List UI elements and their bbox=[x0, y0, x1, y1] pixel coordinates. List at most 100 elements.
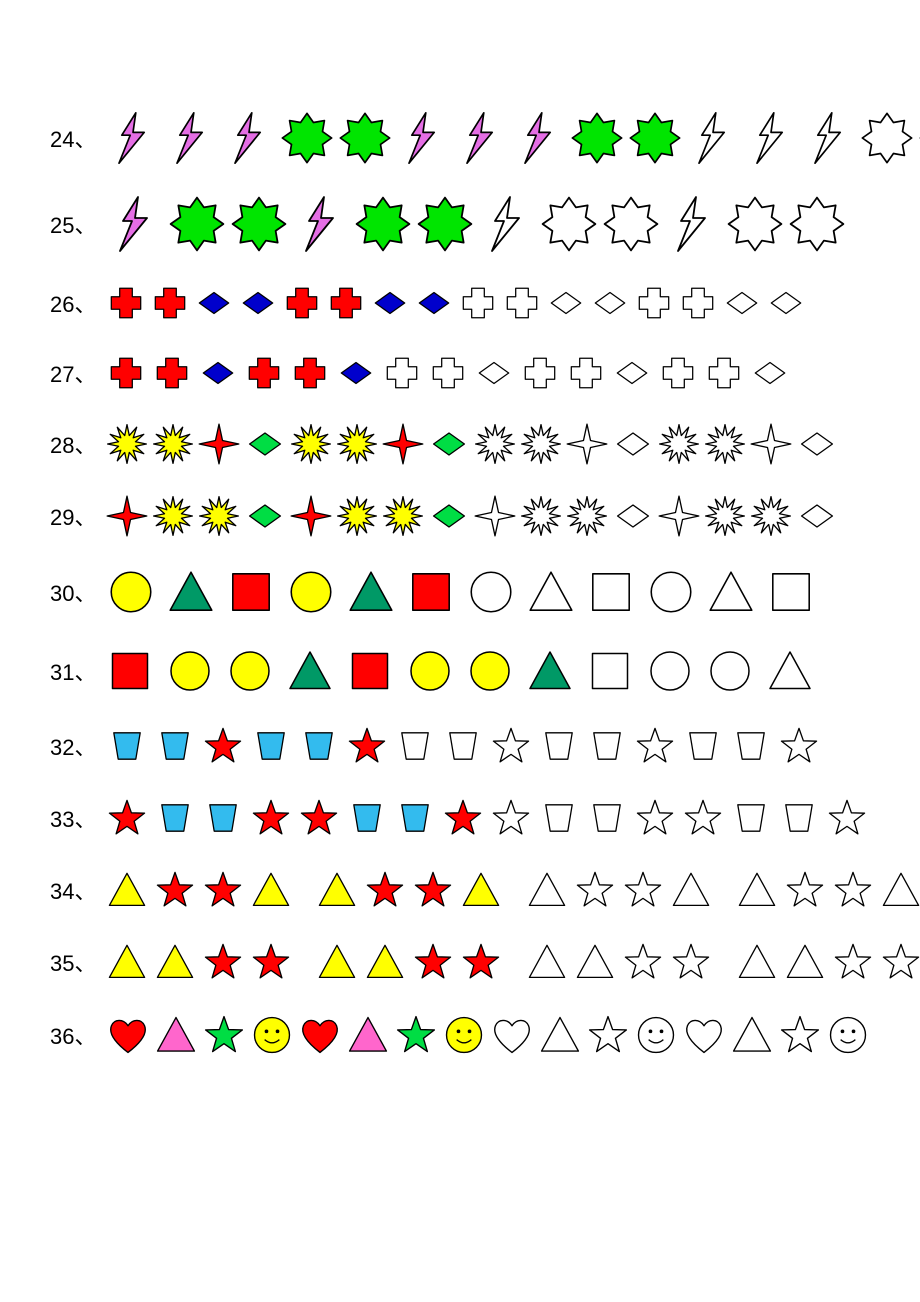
shape-sequence bbox=[105, 566, 817, 618]
bolt-icon bbox=[105, 110, 161, 166]
trap-icon bbox=[249, 724, 293, 768]
burst-icon bbox=[473, 422, 517, 466]
smiley-icon bbox=[825, 1012, 871, 1058]
diamond-icon bbox=[611, 422, 655, 466]
row-number: 28、 bbox=[50, 428, 105, 460]
triangle-icon bbox=[165, 566, 217, 618]
triangle-icon bbox=[525, 940, 569, 984]
cross-icon bbox=[289, 352, 331, 394]
seal-icon bbox=[601, 194, 661, 254]
bolt-icon bbox=[163, 110, 219, 166]
diamond-icon bbox=[243, 422, 287, 466]
row-number: 34、 bbox=[50, 874, 105, 906]
star5-icon bbox=[201, 868, 245, 912]
star5-icon bbox=[201, 940, 245, 984]
shape-sequence bbox=[105, 110, 920, 166]
bolt-icon bbox=[395, 110, 451, 166]
burst-icon bbox=[703, 494, 747, 538]
bolt-icon bbox=[801, 110, 857, 166]
diamond-icon bbox=[545, 282, 587, 324]
star5-icon bbox=[633, 796, 677, 840]
diamond-icon bbox=[427, 494, 471, 538]
cross-icon bbox=[325, 282, 367, 324]
diamond-icon bbox=[243, 494, 287, 538]
triangle-icon bbox=[315, 940, 359, 984]
diamond-icon bbox=[765, 282, 807, 324]
star5-icon bbox=[777, 1012, 823, 1058]
cross-icon bbox=[677, 282, 719, 324]
cross-icon bbox=[151, 352, 193, 394]
circle-icon bbox=[465, 646, 515, 696]
triangle-icon bbox=[783, 940, 827, 984]
burst-icon bbox=[565, 494, 609, 538]
burst-icon bbox=[381, 494, 425, 538]
triangle-icon bbox=[537, 1012, 583, 1058]
heart-icon bbox=[681, 1012, 727, 1058]
trap-icon bbox=[105, 724, 149, 768]
triangle-icon bbox=[153, 940, 197, 984]
seal-icon bbox=[167, 194, 227, 254]
cross-icon bbox=[105, 352, 147, 394]
triangle-icon bbox=[669, 868, 713, 912]
smiley-icon bbox=[441, 1012, 487, 1058]
bolt-icon bbox=[477, 194, 537, 254]
burst-icon bbox=[151, 494, 195, 538]
row-number: 26、 bbox=[50, 287, 105, 319]
trap-icon bbox=[681, 724, 725, 768]
star5-icon bbox=[459, 940, 503, 984]
seal-icon bbox=[337, 110, 393, 166]
triangle-icon bbox=[363, 940, 407, 984]
star4-icon bbox=[749, 422, 793, 466]
burst-icon bbox=[703, 422, 747, 466]
cross-icon bbox=[657, 352, 699, 394]
star4-icon bbox=[381, 422, 425, 466]
star4-icon bbox=[105, 494, 149, 538]
trap-icon bbox=[585, 796, 629, 840]
diamond-icon bbox=[197, 352, 239, 394]
triangle-icon bbox=[705, 566, 757, 618]
star5-icon bbox=[249, 940, 293, 984]
triangle-icon bbox=[525, 646, 575, 696]
star4-icon bbox=[657, 494, 701, 538]
trap-icon bbox=[585, 724, 629, 768]
heart-icon bbox=[489, 1012, 535, 1058]
star5-icon bbox=[393, 1012, 439, 1058]
burst-icon bbox=[151, 422, 195, 466]
trap-icon bbox=[393, 724, 437, 768]
cross-icon bbox=[633, 282, 675, 324]
star5-icon bbox=[411, 868, 455, 912]
pattern-row: 28、 bbox=[50, 422, 880, 466]
cross-icon bbox=[427, 352, 469, 394]
diamond-icon bbox=[473, 352, 515, 394]
burst-icon bbox=[335, 494, 379, 538]
trap-icon bbox=[537, 724, 581, 768]
star5-icon bbox=[201, 724, 245, 768]
pattern-row: 24、 bbox=[50, 110, 880, 166]
seal-icon bbox=[353, 194, 413, 254]
burst-icon bbox=[105, 422, 149, 466]
pattern-row: 31、 bbox=[50, 646, 880, 696]
bolt-icon bbox=[663, 194, 723, 254]
triangle-icon bbox=[765, 646, 815, 696]
pattern-row: 27、 bbox=[50, 352, 880, 394]
circle-icon bbox=[405, 646, 455, 696]
trap-icon bbox=[729, 724, 773, 768]
bolt-icon bbox=[685, 110, 741, 166]
star5-icon bbox=[831, 868, 875, 912]
triangle-icon bbox=[735, 868, 779, 912]
trap-icon bbox=[345, 796, 389, 840]
row-number: 24、 bbox=[50, 122, 105, 154]
circle-icon bbox=[645, 566, 697, 618]
cross-icon bbox=[565, 352, 607, 394]
cross-icon bbox=[519, 352, 561, 394]
circle-icon bbox=[285, 566, 337, 618]
cross-icon bbox=[281, 282, 323, 324]
bolt-icon bbox=[291, 194, 351, 254]
diamond-icon bbox=[193, 282, 235, 324]
cross-icon bbox=[105, 282, 147, 324]
row-number: 32、 bbox=[50, 730, 105, 762]
triangle-icon bbox=[153, 1012, 199, 1058]
trap-icon bbox=[777, 796, 821, 840]
smiley-icon bbox=[249, 1012, 295, 1058]
shape-sequence bbox=[105, 422, 839, 466]
